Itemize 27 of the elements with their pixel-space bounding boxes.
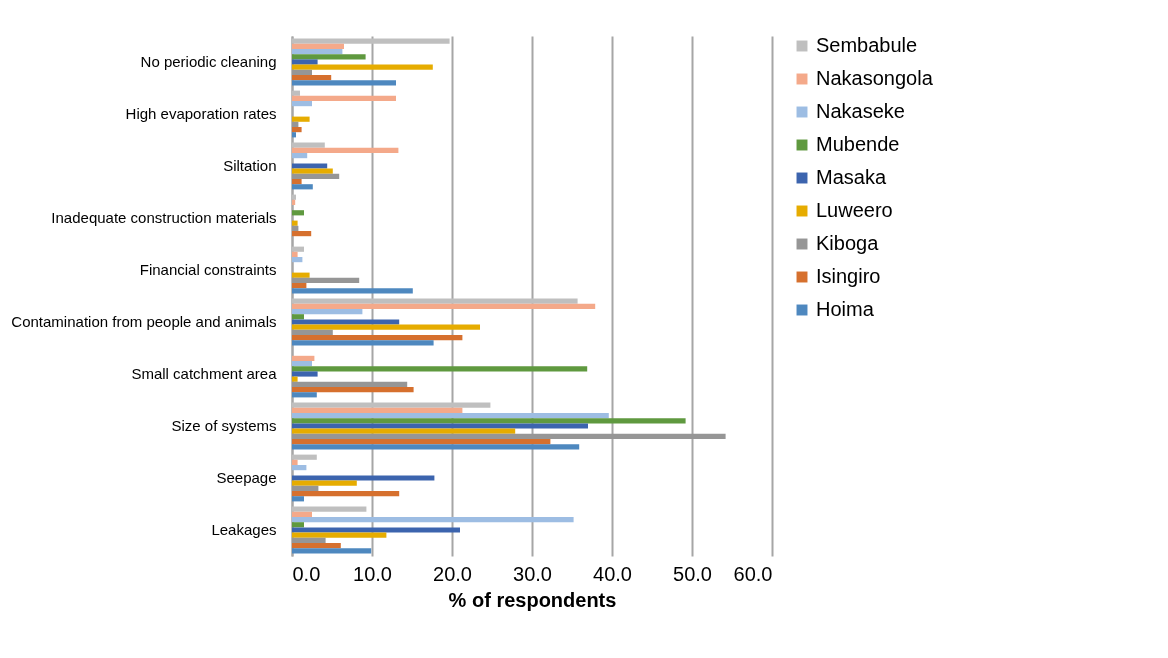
x-tick-label: 20.0 — [433, 562, 472, 585]
legend-label: Nakasongola — [816, 67, 934, 89]
y-tick-label: Small catchment area — [131, 365, 278, 382]
x-tick-label: 50.0 — [673, 562, 712, 585]
x-tick-label: 40.0 — [593, 562, 632, 585]
y-tick-label: High evaporation rates — [125, 105, 277, 122]
legend-label: Luweero — [816, 199, 893, 221]
x-tick-label: 0.0 — [292, 562, 321, 585]
legend-label: Masaka — [816, 166, 887, 188]
y-tick-label: Seepage — [216, 469, 277, 486]
x-axis-title: % of respondents — [448, 588, 617, 611]
legend-label: Isingiro — [816, 265, 881, 287]
x-tick-label: 30.0 — [513, 562, 552, 585]
y-tick-label: Leakages — [211, 521, 277, 538]
x-tick-label: 60.0 — [733, 562, 773, 585]
y-tick-label: Inadequate construction materials — [51, 209, 277, 226]
legend-label: Sembabule — [816, 34, 918, 56]
y-tick-label: Size of systems — [171, 417, 277, 434]
x-tick-label: 10.0 — [353, 562, 392, 585]
legend-label: Hoima — [816, 298, 875, 320]
legend-label: Mubende — [816, 133, 900, 155]
y-tick-label: Contamination from people and animals — [11, 313, 277, 330]
y-tick-label: Siltation — [223, 157, 277, 174]
legend-label: Nakaseke — [816, 100, 905, 122]
y-tick-label: Financial constraints — [139, 261, 277, 278]
legend-label: Kiboga — [816, 232, 880, 254]
y-tick-label: No periodic cleaning — [140, 53, 277, 70]
